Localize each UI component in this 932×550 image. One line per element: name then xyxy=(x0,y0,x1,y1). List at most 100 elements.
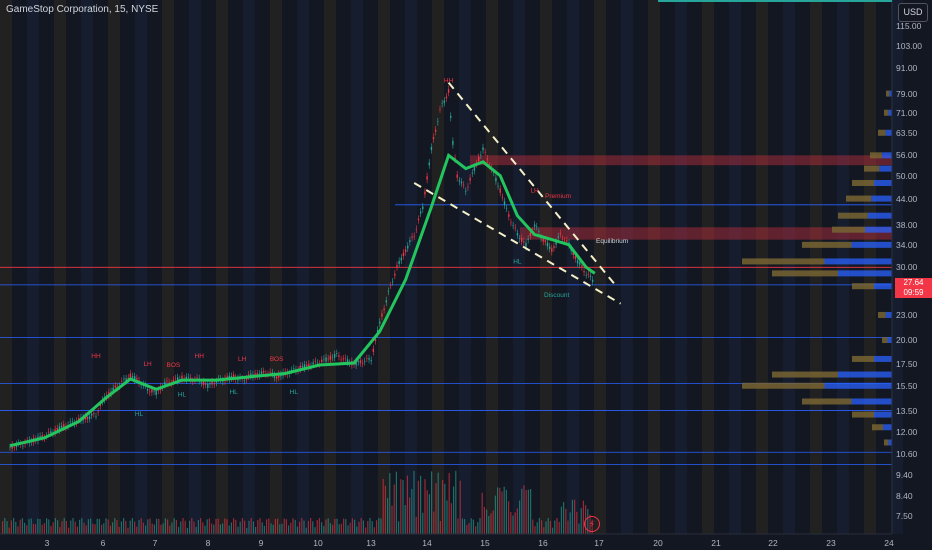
volume-bar xyxy=(554,520,556,534)
volume-bar xyxy=(129,520,131,534)
volume-bar xyxy=(455,470,457,534)
volume-bar xyxy=(87,519,89,534)
volume-bar xyxy=(288,525,290,534)
volume-bar xyxy=(164,518,166,534)
currency-button[interactable]: USD xyxy=(898,3,928,22)
volume-bar xyxy=(65,520,67,534)
volume-bar xyxy=(323,525,325,534)
candle-body xyxy=(510,222,512,223)
volume-bar xyxy=(574,499,576,534)
volume-bar xyxy=(61,521,63,534)
time-tick: 13 xyxy=(366,538,376,548)
volume-bar xyxy=(131,518,133,534)
volume-bar xyxy=(351,518,353,534)
volume-bar xyxy=(428,494,430,534)
candle-body xyxy=(290,370,293,371)
candle-body xyxy=(97,411,99,413)
candle-body xyxy=(525,242,527,247)
volume-bar xyxy=(413,470,415,534)
volume-bar xyxy=(382,478,384,534)
candle-body xyxy=(91,413,93,416)
volume-bar xyxy=(336,518,338,534)
candle-body xyxy=(589,275,592,277)
volume-bar xyxy=(404,505,406,534)
candle-body xyxy=(9,447,11,448)
candle-body xyxy=(521,238,523,242)
candle-body xyxy=(456,174,458,178)
volume-bar xyxy=(402,480,404,534)
volume-bar xyxy=(442,479,444,534)
candle-body xyxy=(467,186,469,188)
tradingview-logo-icon[interactable]: ⚡ xyxy=(584,516,600,532)
candle-body xyxy=(564,240,566,242)
volume-bar xyxy=(103,523,105,534)
volume-bar xyxy=(545,521,547,534)
volume-bar xyxy=(184,520,186,534)
volume-bar xyxy=(556,518,558,534)
profile-bar xyxy=(874,179,892,186)
profile-bar xyxy=(852,283,874,290)
candle-body xyxy=(88,416,91,419)
volume-bar xyxy=(490,513,492,534)
candle-body xyxy=(366,358,368,359)
volume-bar xyxy=(461,518,463,534)
volume-bar xyxy=(512,515,514,534)
candle-body xyxy=(551,248,553,252)
candle-body xyxy=(196,377,198,379)
price-axis[interactable]: 115.00 103.00 91.00 79.00 71.00 63.50 56.00 50.… xyxy=(892,0,932,534)
candle-body xyxy=(555,241,557,245)
structure-label: HL xyxy=(513,259,522,266)
candle-body xyxy=(364,361,366,362)
volume-bar xyxy=(299,521,301,534)
profile-bar xyxy=(824,258,892,265)
profile-bar xyxy=(772,371,838,378)
volume-bar xyxy=(197,519,199,534)
volume-bar xyxy=(329,523,331,534)
volume-bar xyxy=(338,524,340,534)
ema-line xyxy=(9,152,596,448)
volume-bar xyxy=(127,527,129,534)
volume-bar xyxy=(534,526,536,534)
price-tick: 10.60 xyxy=(896,448,918,459)
volume-bar xyxy=(68,527,70,534)
volume-bar xyxy=(547,518,549,534)
volume-bar xyxy=(158,518,160,534)
candle-body xyxy=(499,188,501,193)
candle-body xyxy=(447,89,450,93)
candle-body xyxy=(278,373,280,378)
volume-bar xyxy=(145,525,147,534)
volume-bar xyxy=(459,480,461,534)
candle-body xyxy=(493,172,495,173)
candle-body xyxy=(542,239,544,242)
volume-bar xyxy=(171,522,173,534)
volume-bar xyxy=(151,523,153,534)
volume-bar xyxy=(446,500,448,534)
structure-label: LH xyxy=(143,361,152,368)
price-tick: 34.00 xyxy=(896,239,918,250)
candle-body xyxy=(505,207,508,209)
volume-bar xyxy=(217,518,219,534)
volume-bar xyxy=(268,518,270,534)
volume-bar xyxy=(118,526,120,534)
profile-bar xyxy=(883,424,892,431)
volume-bar xyxy=(244,520,246,534)
volume-bar xyxy=(186,527,188,534)
volume-bar xyxy=(255,526,257,534)
volume-bar xyxy=(6,521,8,534)
volume-bar xyxy=(112,522,114,534)
volume-bars xyxy=(2,470,593,534)
profile-bar xyxy=(874,411,892,418)
structure-label: HH xyxy=(444,78,454,85)
volume-bar xyxy=(391,505,393,534)
structure-label: LH xyxy=(238,356,247,363)
volume-bar xyxy=(389,473,391,534)
supply-zone xyxy=(520,227,892,240)
volume-bar xyxy=(208,518,210,534)
candle-body xyxy=(469,177,471,181)
volume-bar xyxy=(549,520,551,534)
candle-body xyxy=(591,279,594,282)
volume-bar xyxy=(565,508,567,534)
candle-body xyxy=(486,158,488,160)
volume-bar xyxy=(437,472,439,534)
